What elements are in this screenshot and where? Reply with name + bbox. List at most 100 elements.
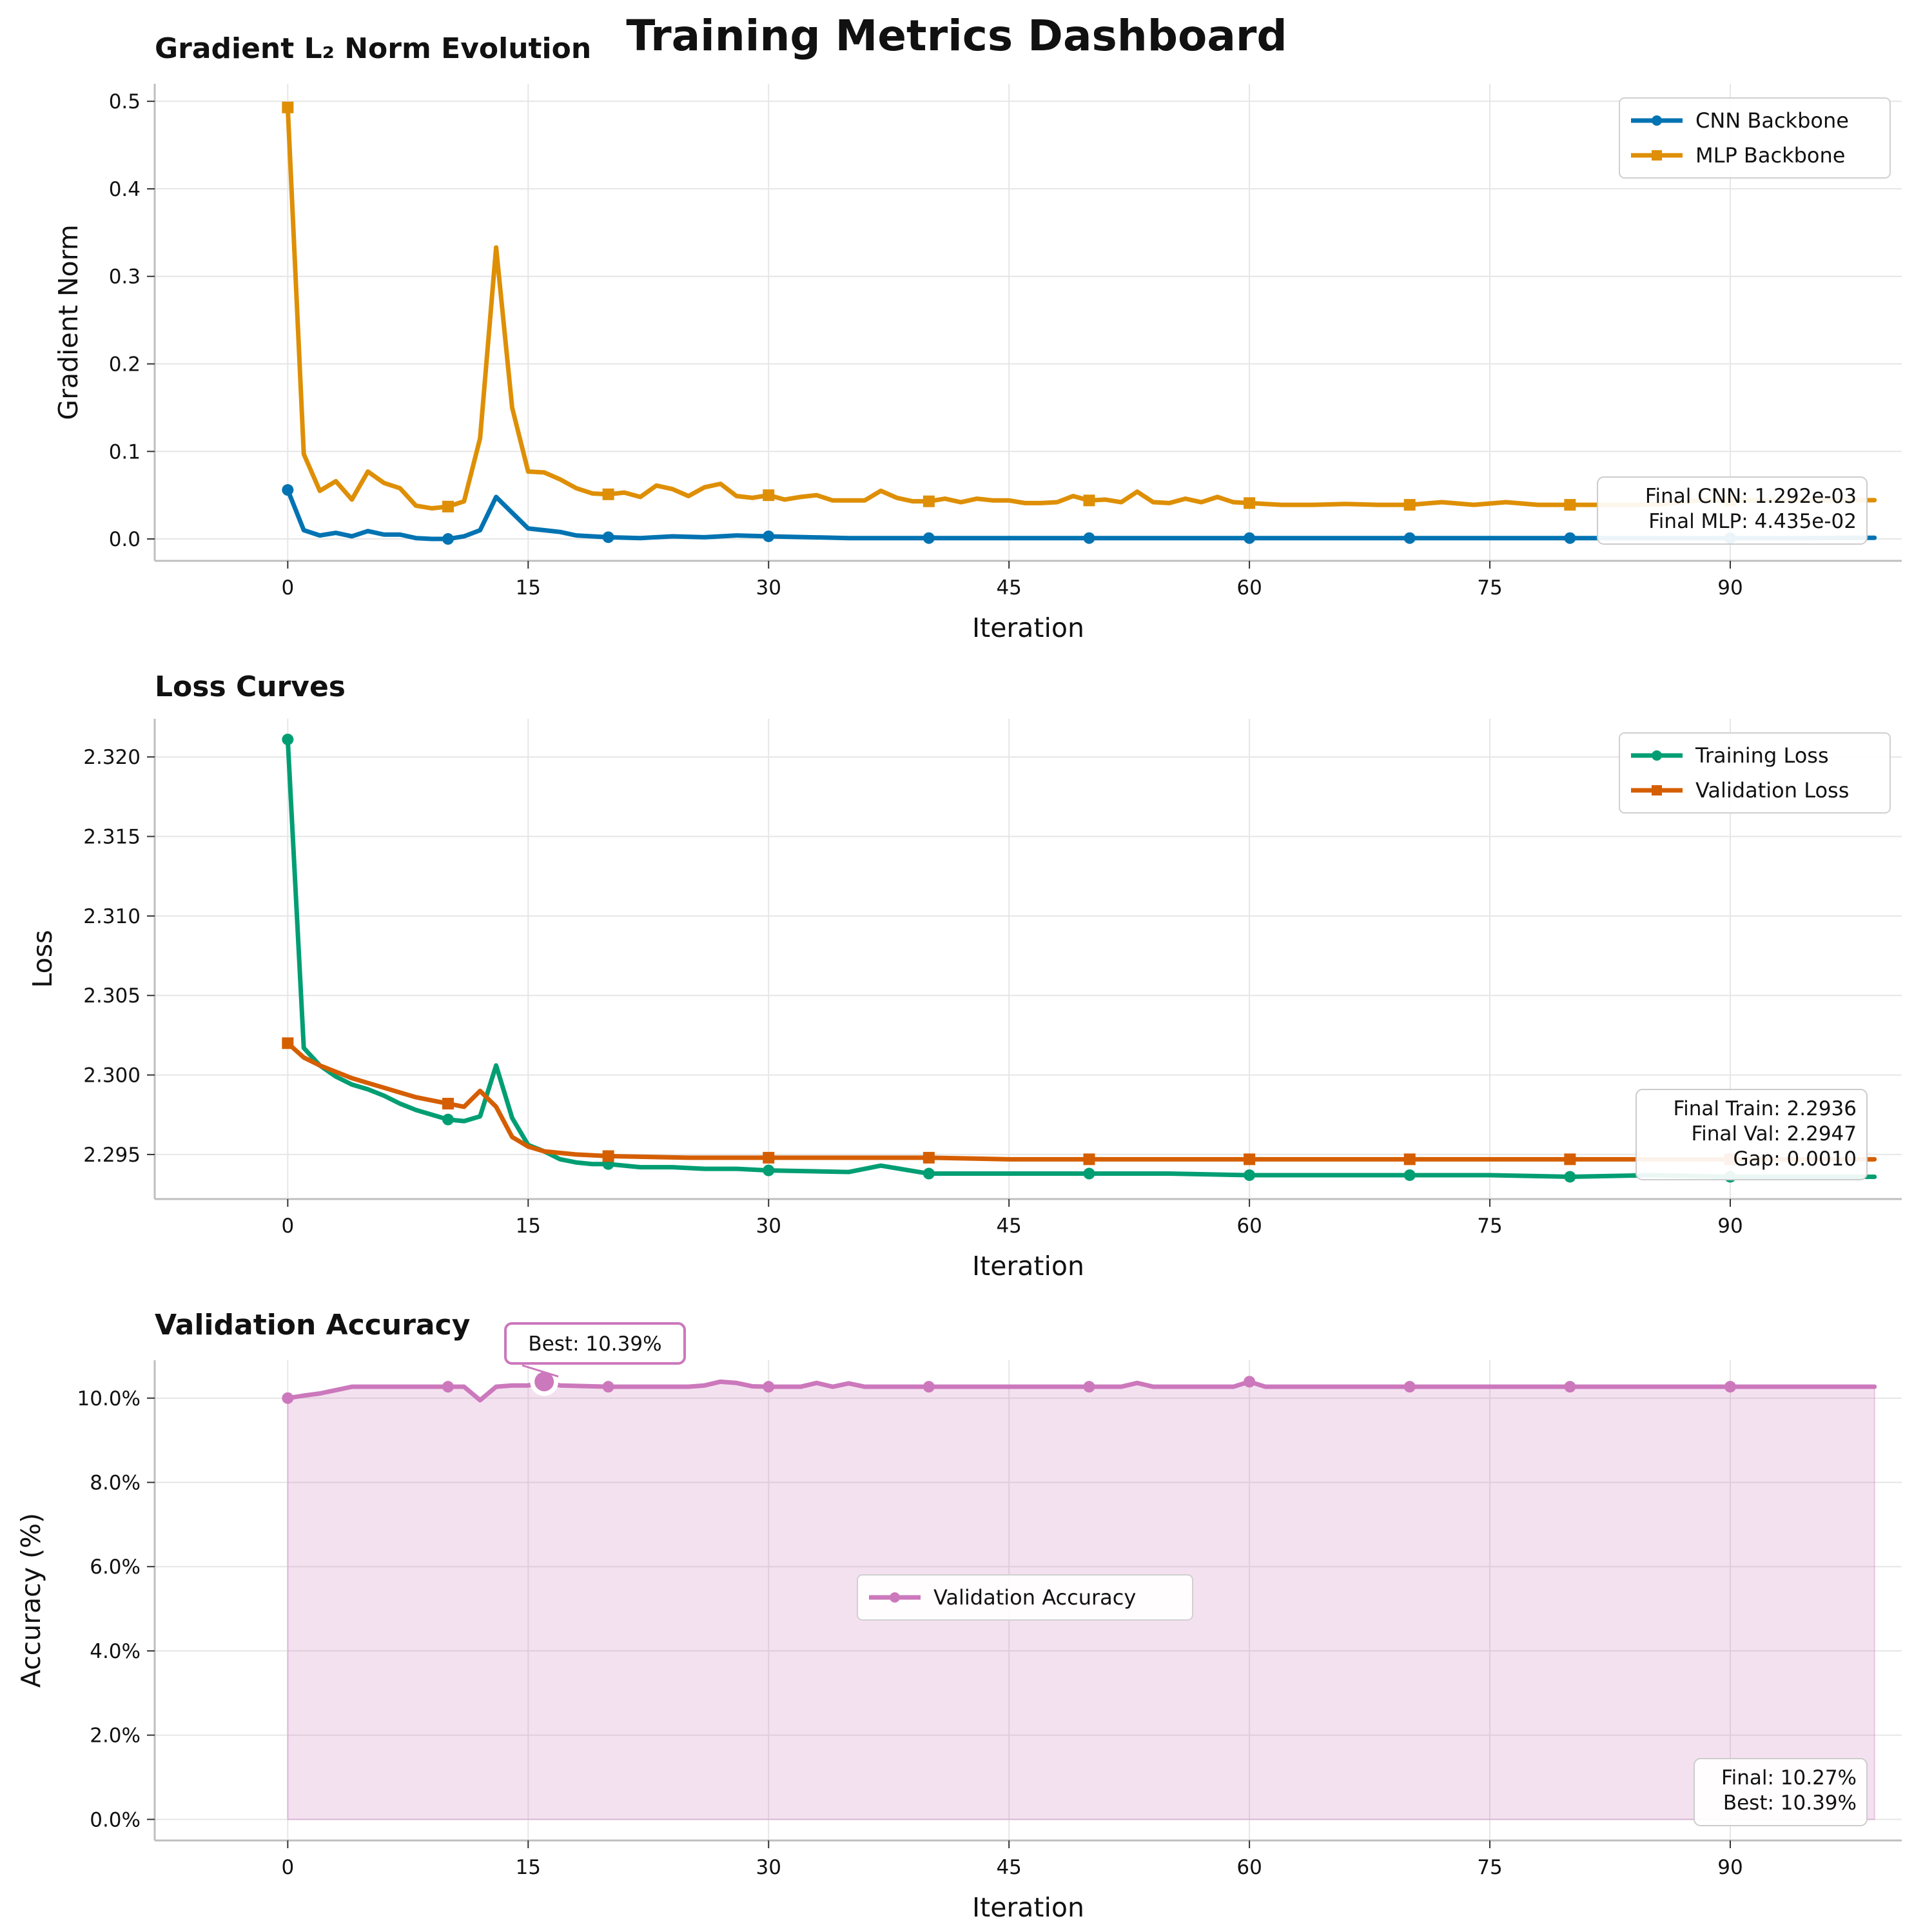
chart-panel-2: 0 15 30 45 60 75 90 2.295 2.300 2.305 2.310 2.315 2.…: [27, 670, 1902, 1282]
data-point-marker: [1244, 1153, 1256, 1166]
data-point-marker: [1403, 1153, 1416, 1166]
y-axis-label: Accuracy (%): [15, 1513, 46, 1688]
data-point-marker: [602, 488, 614, 500]
y-tick-label: 2.310: [83, 905, 141, 928]
x-tick-label: 45: [996, 1856, 1021, 1879]
summary-box-frame: [1597, 476, 1868, 545]
data-point-marker: [1244, 1169, 1256, 1181]
data-point-marker: [1724, 1381, 1736, 1393]
y-tick-label: 10.0%: [77, 1387, 141, 1410]
legend-box: [857, 1574, 1193, 1621]
x-tick-label: 30: [756, 576, 781, 600]
data-point-marker: [282, 1392, 294, 1404]
data-point-marker: [282, 734, 294, 746]
y-tick-label: 2.305: [83, 984, 141, 1008]
x-tick-label: 15: [516, 1215, 541, 1238]
y-tick-label: 2.315: [83, 826, 141, 849]
data-point-marker: [923, 1381, 935, 1393]
x-tick-label: 30: [756, 1215, 781, 1238]
x-tick-label: 0: [281, 1856, 294, 1879]
x-tick-label: 90: [1717, 1856, 1743, 1879]
x-axis-label: Iteration: [972, 1251, 1084, 1282]
series-line-2: [285, 1040, 1877, 1162]
summary-text-line: Final MLP: 4.435e-02: [1648, 510, 1857, 533]
x-tick-label: 15: [516, 1856, 541, 1879]
x-tick-label: 90: [1717, 576, 1743, 600]
data-point-marker: [1403, 1381, 1416, 1393]
y-tick-label: 2.320: [83, 746, 141, 769]
summary-box-frame: [1636, 1089, 1868, 1180]
y-axis-label: Loss: [27, 930, 58, 988]
x-tick-label: 45: [996, 576, 1021, 600]
data-point-marker: [442, 1097, 454, 1109]
legend-label: MLP Backbone: [1695, 143, 1845, 168]
y-axis-label: Gradient Norm: [53, 224, 84, 420]
summary-box: Final: 10.27%Best: 10.39%: [1694, 1758, 1868, 1826]
summary-text-line: Final CNN: 1.292e-03: [1645, 485, 1857, 508]
series-line-1: [285, 487, 1877, 542]
data-point-marker: [602, 1150, 614, 1162]
legend: Training Loss Validation Loss: [1619, 732, 1891, 814]
data-point-marker: [282, 484, 294, 496]
legend-label: CNN Backbone: [1695, 108, 1849, 133]
x-tick-label: 75: [1477, 1215, 1502, 1238]
chart-panel-3: 0 15 30 45 60 75 90 0.0% 2.0% 4.0% 6.0% 8.0% 10.0% It…: [15, 1309, 1902, 1923]
legend-label: Validation Accuracy: [933, 1585, 1136, 1610]
data-point-marker: [1083, 494, 1095, 507]
x-tick-label: 60: [1236, 576, 1262, 600]
x-tick-label: 15: [516, 576, 541, 600]
best-point-label: Best: 10.39%: [528, 1332, 661, 1356]
data-point-marker: [442, 1113, 454, 1126]
y-tick-label: 2.300: [83, 1064, 141, 1088]
data-point-marker: [1403, 532, 1416, 544]
data-point-marker: [602, 1381, 614, 1393]
x-tick-label: 60: [1236, 1856, 1262, 1879]
data-point-marker: [602, 531, 614, 543]
data-point-marker: [1083, 532, 1095, 544]
y-tick-label: 0.5: [109, 90, 141, 113]
x-tick-label: 75: [1477, 1856, 1502, 1879]
x-axis-label: Iteration: [972, 1892, 1084, 1923]
legend-box: [1619, 97, 1891, 179]
data-point-marker: [442, 1381, 454, 1393]
legend: CNN Backbone MLP Backbone: [1619, 97, 1891, 179]
x-tick-label: 75: [1477, 576, 1502, 600]
data-point-marker: [1403, 499, 1416, 511]
data-point-marker: [1083, 1381, 1095, 1393]
data-point-marker: [763, 530, 775, 542]
x-tick-label: 30: [756, 1856, 781, 1879]
data-point-marker: [1244, 497, 1256, 509]
legend-swatch-marker: [1652, 785, 1662, 795]
summary-box-frame: [1694, 1758, 1868, 1826]
data-point-marker: [1083, 1153, 1095, 1166]
chart-title: Loss Curves: [155, 670, 346, 703]
data-point-marker: [442, 533, 454, 545]
data-point-marker: [442, 500, 454, 512]
data-point-marker: [923, 495, 935, 507]
y-tick-label: 0.1: [109, 440, 141, 463]
summary-text-line: Final Train: 2.2936: [1674, 1097, 1857, 1120]
y-tick-label: 2.0%: [90, 1724, 141, 1748]
summary-text-line: Final: 10.27%: [1721, 1766, 1857, 1790]
best-point-marker: [534, 1372, 554, 1392]
y-tick-label: 6.0%: [90, 1556, 141, 1579]
data-point-marker: [763, 1381, 775, 1393]
best-point-arrow: [522, 1364, 559, 1378]
series-line-2: [285, 105, 1877, 511]
data-point-marker: [1564, 1381, 1576, 1393]
y-tick-label: 4.0%: [90, 1640, 141, 1663]
summary-text-line: Final Val: 2.2947: [1692, 1122, 1857, 1146]
legend-swatch-marker: [1652, 150, 1662, 161]
data-point-marker: [763, 1151, 775, 1164]
legend-swatch-marker: [890, 1592, 900, 1603]
best-point-label-box: [504, 1322, 686, 1365]
y-tick-label: 0.0%: [90, 1808, 141, 1831]
y-tick-label: 0.4: [109, 178, 141, 201]
legend-swatch-marker: [1652, 115, 1662, 126]
data-point-marker: [1083, 1167, 1095, 1180]
chart-title: Validation Accuracy: [155, 1309, 470, 1342]
legend-label: Training Loss: [1695, 743, 1829, 768]
